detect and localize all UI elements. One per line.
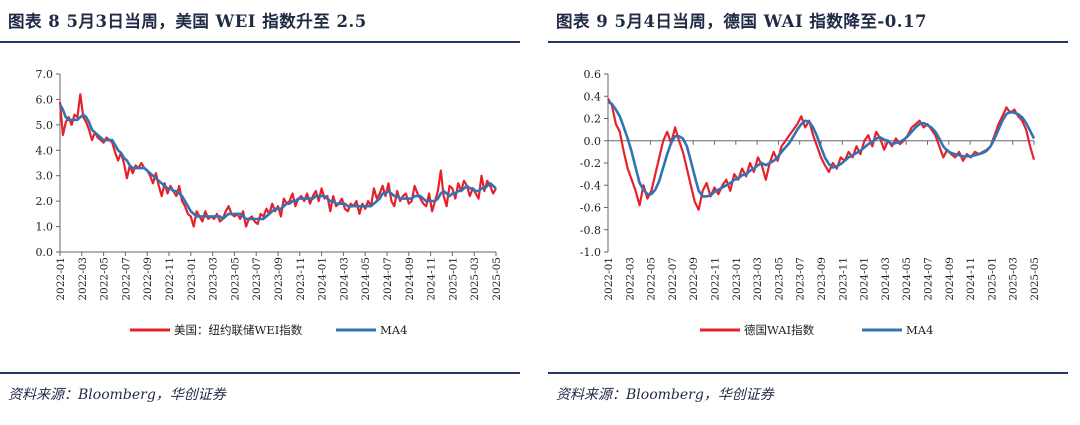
y-tick-label: -0.2 [580,157,601,170]
x-tick-label: 2022-01 [603,257,615,301]
x-tick-label: 2024-03 [880,257,892,301]
chart-title: 图表 9 5月4日当周，德国 WAI 指数降至-0.17 [556,12,927,31]
title-rule [0,41,520,43]
x-tick-label: 2024-01 [317,257,329,301]
x-tick-label: 2023-09 [816,257,828,301]
x-tick-label: 2025-05 [491,257,503,301]
y-tick-label: 0.0 [36,246,54,259]
x-tick-label: 2025-01 [986,257,998,301]
wai-line-chart: -1.0 -0.8 -0.6 -0.4 -0.2 0.0 0.2 0.4 0.6 2022-01 2… [580,68,1041,337]
y-tick-label: 7.0 [36,68,54,81]
series-line-ma4 [607,100,1036,198]
x-tick-label: 2025-05 [1029,257,1041,301]
x-tick-label: 2023-09 [273,257,285,301]
x-tick-label: 2024-07 [382,257,394,301]
x-tick-label: 2023-03 [752,257,764,301]
y-tick-label: 0.0 [584,135,602,148]
x-tick-label: 2025-03 [1008,257,1020,301]
y-tick-label: 4.0 [36,144,54,157]
x-tick-label: 2025-03 [469,257,481,301]
x-tick-label: 2024-01 [859,257,871,301]
y-tick-label: 0.6 [584,68,602,81]
legend-label: 德国WAI指数 [744,323,815,337]
x-tick-label: 2024-09 [944,257,956,301]
y-tick-label: -0.8 [580,224,601,237]
x-tick-label: 2024-05 [360,257,372,301]
x-tick-label: 2025-01 [447,257,459,301]
x-tick-label: 2024-09 [404,257,416,301]
x-tick-label: 2024-11 [426,257,438,301]
source-note: 资料来源：Bloomberg，华创证券 [556,387,774,403]
y-tick-label: 5.0 [36,119,54,132]
source-rule [548,372,1068,374]
x-tick-label: 2024-11 [965,257,977,301]
title-rule [548,41,1068,43]
x-tick-label: 2022-03 [77,257,89,301]
y-tick-label: 3.0 [36,170,54,183]
x-tick-label: 2022-07 [667,257,679,301]
y-tick-label: -0.4 [580,179,601,192]
series-line-index [58,93,497,228]
x-tick-label: 2024-03 [338,257,350,301]
y-tick-label: -1.0 [580,246,601,259]
x-tick-label: 2022-03 [624,257,636,301]
y-tick-label: -0.6 [580,202,601,215]
x-tick-label: 2022-07 [120,257,132,301]
x-tick-label: 2023-07 [795,257,807,301]
legend-label: MA4 [906,323,933,337]
x-tick-label: 2023-11 [295,257,307,301]
x-tick-label: 2024-07 [923,257,935,301]
x-tick-label: 2023-03 [208,257,220,301]
x-tick-label: 2023-11 [837,257,849,301]
chart-panel-wai: 图表 9 5月4日当周，德国 WAI 指数降至-0.17 -1.0 -0.8 -0.… [548,0,1068,425]
x-tick-label: 2022-11 [164,257,176,301]
x-tick-label: 2022-01 [55,257,67,301]
legend-label: MA4 [380,323,407,337]
x-tick-label: 2023-05 [229,257,241,301]
x-tick-label: 2023-01 [731,257,743,301]
y-tick-label: 0.2 [584,113,602,126]
x-tick-label: 2023-05 [773,257,785,301]
series-line-index [607,97,1036,211]
y-tick-label: 1.0 [36,221,54,234]
y-tick-label: 0.4 [584,90,602,103]
chart-panel-wei: 图表 8 5月3日当周，美国 WEI 指数升至 2.5 0.0 1.0 2.0 3.0… [0,0,520,425]
x-tick-label: 2022-11 [710,257,722,301]
x-tick-label: 2023-01 [186,257,198,301]
legend-label: 美国：纽约联储WEI指数 [174,323,303,337]
x-tick-label: 2022-05 [99,257,111,301]
x-tick-label: 2022-09 [688,257,700,301]
series-line-ma4 [58,103,497,221]
source-rule [0,372,520,374]
x-tick-label: 2022-09 [142,257,154,301]
y-tick-label: 2.0 [36,195,54,208]
wei-line-chart: 0.0 1.0 2.0 3.0 4.0 5.0 6.0 7.0 2022-01 2022-03 20… [36,68,504,337]
y-tick-label: 6.0 [36,93,54,106]
x-tick-label: 2023-07 [251,257,263,301]
chart-title: 图表 8 5月3日当周，美国 WEI 指数升至 2.5 [8,12,367,31]
x-tick-label: 2022-05 [646,257,658,301]
x-tick-label: 2024-05 [901,257,913,301]
source-note: 资料来源：Bloomberg，华创证券 [8,387,226,403]
